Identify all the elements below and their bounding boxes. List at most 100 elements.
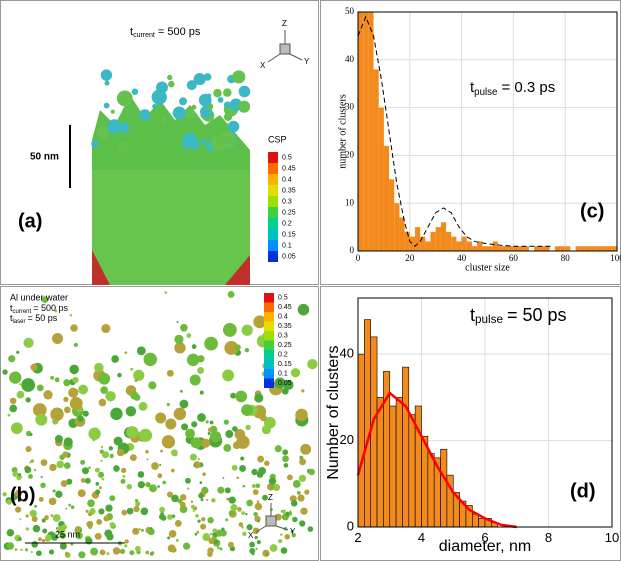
particle	[95, 489, 101, 495]
bar	[364, 319, 372, 528]
particle	[232, 426, 238, 432]
particle	[227, 120, 240, 133]
particle	[60, 480, 68, 488]
particle	[251, 483, 256, 489]
particle	[176, 321, 179, 324]
colorbar-label: 0.2	[278, 352, 288, 359]
bar	[358, 12, 364, 251]
particle	[78, 384, 89, 395]
particle	[32, 524, 41, 533]
particle	[168, 80, 175, 88]
particle	[59, 408, 63, 412]
particle	[41, 518, 46, 523]
particle	[184, 477, 191, 484]
bar	[435, 227, 441, 251]
particle	[298, 474, 307, 483]
particle	[185, 428, 196, 439]
particle	[85, 509, 89, 513]
particle	[265, 553, 269, 556]
particle	[106, 532, 114, 541]
particle	[173, 452, 178, 457]
bar	[427, 453, 435, 528]
particle	[104, 80, 110, 86]
particle	[121, 467, 127, 473]
particle	[129, 454, 137, 462]
particle	[75, 532, 83, 540]
particle	[160, 511, 164, 516]
x-tick-label: 8	[545, 530, 552, 545]
particle	[87, 512, 93, 517]
particle	[59, 542, 67, 550]
particle	[106, 552, 110, 556]
axis-y: Y	[290, 527, 296, 536]
bar	[395, 397, 403, 528]
rest: = 500 ps	[33, 303, 68, 313]
colorbar-label: 0.05	[278, 380, 292, 387]
colorbar-label: 0.05	[282, 253, 296, 260]
particle	[249, 541, 255, 548]
colorbar-swatch	[264, 369, 274, 379]
particle	[157, 485, 160, 488]
particle	[181, 423, 189, 431]
particle	[146, 458, 149, 461]
colorbar-label: 0.35	[282, 187, 296, 194]
particle	[73, 342, 79, 348]
bar	[560, 246, 566, 251]
particle	[241, 324, 253, 336]
x-tick-label: 4	[418, 530, 425, 545]
particle	[228, 510, 235, 516]
particle	[95, 481, 100, 486]
particle	[196, 530, 200, 534]
particle	[201, 140, 206, 145]
bar	[601, 246, 607, 251]
bar	[492, 241, 498, 251]
particle	[241, 526, 244, 529]
colorbar-swatch	[264, 378, 274, 388]
x-tick-label: 20	[405, 253, 415, 263]
colorbar-label: 0.1	[282, 242, 292, 249]
particle	[197, 367, 205, 374]
particle	[166, 491, 174, 498]
particle	[246, 524, 253, 531]
particle	[68, 503, 72, 507]
particle	[191, 344, 197, 350]
y-tick-label: 40	[340, 346, 354, 361]
particle	[212, 528, 218, 534]
axis-z: Z	[268, 493, 273, 502]
particle	[252, 527, 260, 535]
particle	[300, 443, 312, 455]
particle	[69, 313, 73, 317]
particle	[70, 324, 78, 332]
particle	[66, 478, 73, 485]
colorbar-label: 0.1	[278, 371, 288, 378]
particle	[257, 520, 260, 523]
particle	[134, 498, 139, 503]
particle	[40, 482, 46, 488]
t: t	[10, 303, 13, 313]
colorbar-label: 0.3	[278, 333, 288, 340]
particle	[200, 498, 204, 502]
particle	[110, 407, 123, 421]
particle	[131, 88, 139, 95]
particle	[124, 544, 128, 548]
particle	[25, 397, 31, 403]
particle	[24, 466, 32, 474]
particle	[205, 420, 209, 424]
particle	[179, 501, 186, 508]
particle	[290, 500, 298, 507]
particle	[100, 460, 103, 463]
colorbar-label: 0.45	[278, 304, 292, 311]
particle	[41, 538, 46, 543]
particle	[172, 106, 186, 120]
particle	[203, 73, 212, 81]
colorbar-label: 0.4	[282, 176, 292, 183]
particle	[50, 375, 55, 380]
particle	[6, 529, 15, 537]
particle	[126, 507, 134, 515]
particle	[195, 514, 199, 518]
axis-z: Z	[282, 19, 287, 28]
colorbar-swatch	[268, 196, 278, 207]
particle	[121, 509, 128, 516]
particle	[191, 104, 197, 110]
particle	[12, 407, 16, 412]
